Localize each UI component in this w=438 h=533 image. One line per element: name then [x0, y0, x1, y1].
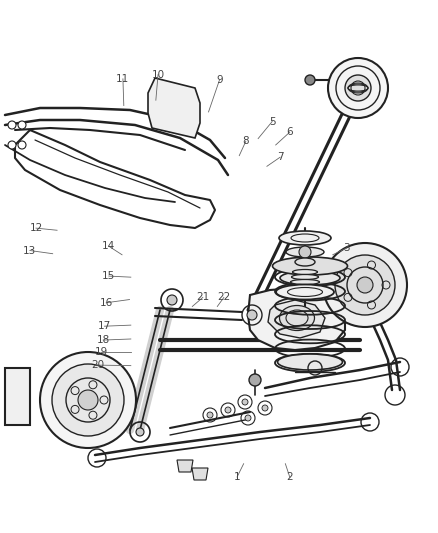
- Ellipse shape: [279, 305, 314, 330]
- Text: 20: 20: [91, 360, 104, 370]
- Text: 21: 21: [196, 293, 209, 302]
- Ellipse shape: [279, 271, 339, 285]
- Circle shape: [18, 121, 26, 129]
- Text: 16: 16: [99, 298, 113, 308]
- Circle shape: [241, 399, 247, 405]
- Circle shape: [136, 428, 144, 436]
- Circle shape: [207, 412, 212, 418]
- Text: 3: 3: [343, 243, 350, 253]
- Text: 18: 18: [96, 335, 110, 345]
- Circle shape: [40, 352, 136, 448]
- Circle shape: [304, 75, 314, 85]
- Text: 11: 11: [116, 74, 129, 84]
- Polygon shape: [5, 368, 30, 425]
- Circle shape: [8, 141, 16, 149]
- Polygon shape: [267, 300, 324, 338]
- Ellipse shape: [276, 285, 333, 300]
- Text: 2: 2: [286, 472, 293, 482]
- Circle shape: [344, 75, 370, 101]
- Circle shape: [261, 405, 267, 411]
- Circle shape: [248, 374, 261, 386]
- Circle shape: [298, 246, 310, 258]
- Polygon shape: [334, 75, 354, 86]
- Text: 8: 8: [242, 136, 249, 146]
- Polygon shape: [148, 78, 200, 138]
- Text: 6: 6: [286, 127, 293, 137]
- Circle shape: [52, 364, 124, 436]
- Circle shape: [356, 277, 372, 293]
- Ellipse shape: [290, 279, 319, 285]
- Text: 10: 10: [151, 70, 164, 79]
- Circle shape: [225, 407, 230, 413]
- Polygon shape: [177, 460, 193, 472]
- Circle shape: [8, 121, 16, 129]
- Polygon shape: [191, 468, 208, 480]
- Circle shape: [166, 295, 177, 305]
- Text: 13: 13: [23, 246, 36, 255]
- Text: 9: 9: [215, 75, 223, 85]
- Circle shape: [18, 141, 26, 149]
- Ellipse shape: [285, 247, 323, 257]
- Text: 17: 17: [98, 321, 111, 331]
- Circle shape: [244, 415, 251, 421]
- Circle shape: [322, 243, 406, 327]
- Circle shape: [334, 255, 394, 315]
- Text: 5: 5: [268, 117, 275, 126]
- Text: 14: 14: [102, 241, 115, 251]
- Ellipse shape: [291, 274, 318, 279]
- Text: 12: 12: [29, 223, 42, 233]
- Ellipse shape: [277, 354, 342, 370]
- Ellipse shape: [292, 270, 317, 274]
- Polygon shape: [247, 288, 344, 350]
- Text: 19: 19: [94, 347, 107, 357]
- Ellipse shape: [294, 258, 314, 266]
- Text: 1: 1: [233, 472, 240, 482]
- Circle shape: [247, 310, 256, 320]
- Circle shape: [327, 58, 387, 118]
- Ellipse shape: [279, 231, 330, 245]
- Text: 15: 15: [102, 271, 115, 281]
- Text: 22: 22: [217, 293, 230, 302]
- Circle shape: [78, 390, 98, 410]
- Ellipse shape: [272, 257, 347, 275]
- Text: 7: 7: [276, 152, 283, 162]
